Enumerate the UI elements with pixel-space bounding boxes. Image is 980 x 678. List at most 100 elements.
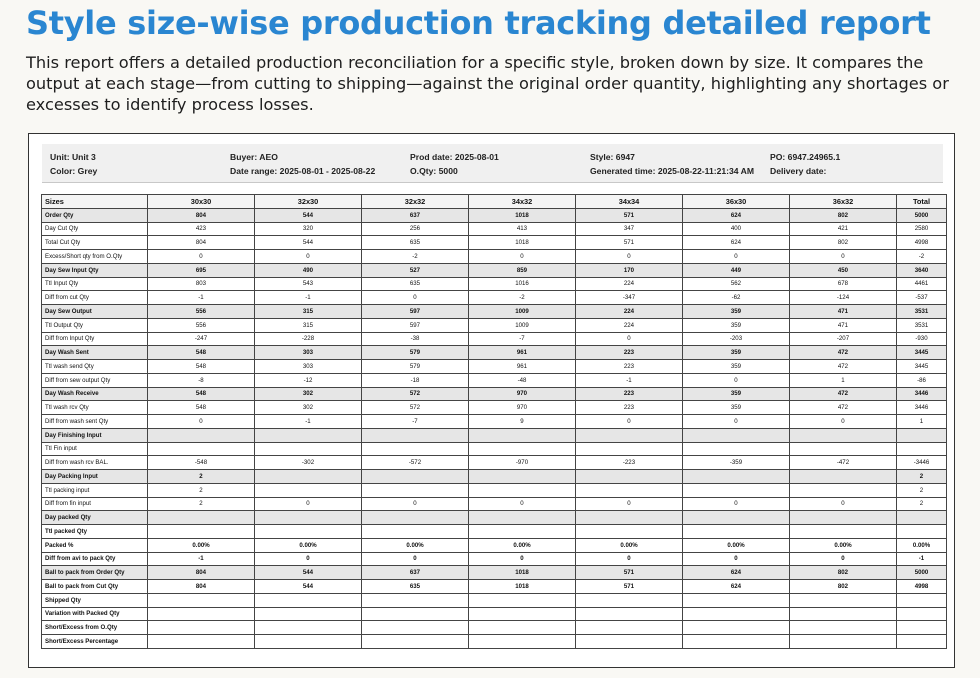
column-header: 34x34: [575, 194, 683, 209]
size-cell: [254, 634, 362, 649]
row-label: Shipped Qty: [41, 592, 148, 608]
size-cell: 315: [254, 304, 362, 319]
size-cell: 678: [789, 276, 897, 292]
size-cell: -970: [468, 455, 576, 470]
total-cell: 5000: [896, 207, 947, 223]
table-row: Diff from wash rcv BAL. -548 -302 -572 -970-…: [41, 455, 947, 470]
size-cell: -1: [254, 414, 362, 429]
table-row: Day Finishing Input: [41, 427, 947, 443]
column-header: Total: [896, 194, 947, 209]
size-cell: 802: [789, 207, 897, 223]
size-cell: 450: [789, 262, 897, 278]
table-row: Ttl Input Qty 803 543 635 1016 224 562 678 4461: [41, 276, 947, 292]
size-cell: 556: [147, 304, 255, 319]
size-cell: 0: [147, 249, 255, 264]
size-cell: 1016: [468, 276, 576, 292]
total-cell: -930: [896, 331, 947, 347]
size-cell: -1: [575, 372, 683, 388]
size-cell: 804: [147, 565, 255, 580]
table-row: Ttl packed Qty: [41, 524, 947, 539]
size-cell: [468, 524, 576, 539]
row-label: Day Sew Input Qty: [41, 262, 148, 278]
size-cell: [147, 606, 255, 622]
table-row: Ttl wash rcv Qty 548 302 572 970 223 359 472 344…: [41, 400, 947, 415]
size-cell: [575, 510, 683, 525]
size-cell: 548: [147, 359, 255, 374]
size-cell: [575, 524, 683, 539]
table-row: Excess/Short qty from O.Qty 0 0 -2 0 0 0 0 -2: [41, 249, 947, 264]
row-label: Ttl Input Qty: [41, 276, 148, 292]
size-cell: [361, 469, 469, 484]
size-cell: 400: [682, 221, 790, 237]
size-cell: 544: [254, 235, 362, 250]
size-cell: [789, 592, 897, 608]
size-cell: [468, 482, 576, 498]
size-cell: [789, 606, 897, 622]
size-cell: 579: [361, 359, 469, 374]
size-cell: -2: [361, 249, 469, 264]
total-cell: [896, 592, 947, 608]
table-row: Day packed Qty: [41, 510, 947, 525]
size-cell: 0: [789, 414, 897, 429]
size-cell: [468, 620, 576, 635]
buyer-label: Buyer: AEO: [230, 152, 278, 162]
size-cell: 544: [254, 579, 362, 594]
size-cell: 472: [789, 386, 897, 402]
total-cell: [896, 634, 947, 649]
size-cell: 970: [468, 386, 576, 402]
row-label: Excess/Short qty from O.Qty: [41, 249, 148, 264]
size-cell: 359: [682, 304, 790, 319]
table-row: Day Packing Input 2 2: [41, 469, 947, 484]
size-cell: 303: [254, 345, 362, 360]
size-cell: 0: [361, 551, 469, 567]
size-cell: -247: [147, 331, 255, 347]
size-cell: -203: [682, 331, 790, 347]
size-cell: -302: [254, 455, 362, 470]
size-cell: 572: [361, 386, 469, 402]
size-cell: 0: [468, 551, 576, 567]
size-cell: 1018: [468, 579, 576, 594]
row-label: Day Wash Receive: [41, 386, 148, 402]
order-qty-label: O.Qty: 5000: [410, 166, 458, 176]
row-label: Day Finishing Input: [41, 427, 148, 443]
size-cell: 0: [254, 551, 362, 567]
table-row: Day Sew Output 556 315 597 1009 224 359 471 3531: [41, 304, 947, 319]
size-cell: 0.00%: [361, 537, 469, 553]
size-cell: -223: [575, 455, 683, 470]
delivery-date-label: Delivery date:: [770, 166, 827, 176]
size-cell: [361, 606, 469, 622]
total-cell: [896, 620, 947, 635]
size-cell: 223: [575, 359, 683, 374]
size-cell: 1009: [468, 304, 576, 319]
size-cell: [575, 441, 683, 457]
size-cell: 544: [254, 565, 362, 580]
size-cell: 556: [147, 317, 255, 333]
size-cell: -347: [575, 290, 683, 305]
header-col-prod: Prod date: 2025-08-01 O.Qty: 5000: [410, 150, 499, 178]
size-cell: 223: [575, 345, 683, 360]
size-cell: [361, 634, 469, 649]
total-cell: [896, 510, 947, 525]
size-cell: -228: [254, 331, 362, 347]
size-cell: -472: [789, 455, 897, 470]
size-cell: [682, 634, 790, 649]
table-row: Ball to pack from Order Qty 804 544 637 1018…: [41, 565, 947, 580]
size-cell: 413: [468, 221, 576, 237]
size-cell: [468, 441, 576, 457]
size-cell: 0: [575, 249, 683, 264]
size-cell: 597: [361, 317, 469, 333]
size-cell: [361, 524, 469, 539]
size-cell: 0: [254, 249, 362, 264]
size-cell: 0: [682, 551, 790, 567]
size-cell: 597: [361, 304, 469, 319]
color-label: Color: Grey: [50, 166, 98, 176]
size-cell: 1018: [468, 235, 576, 250]
production-table: Sizes 30x30 32x30 32x32 34x32 34x34 36x3…: [41, 194, 947, 649]
size-cell: 224: [575, 304, 683, 319]
total-cell: 2: [896, 469, 947, 484]
column-header: 30x30: [147, 194, 255, 209]
size-cell: 0: [682, 496, 790, 512]
size-cell: 2: [147, 496, 255, 512]
size-cell: 0: [575, 414, 683, 429]
size-cell: [682, 482, 790, 498]
